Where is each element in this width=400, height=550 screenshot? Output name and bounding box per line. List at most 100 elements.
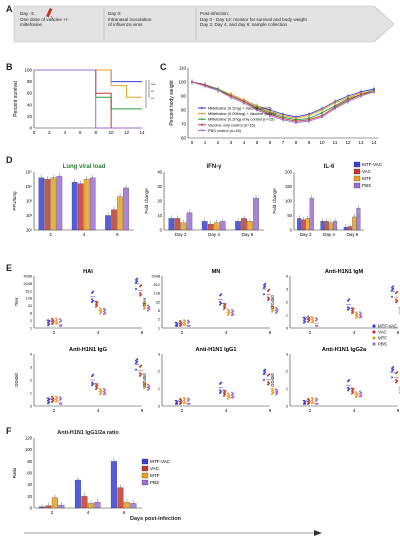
scatter-point bbox=[267, 289, 269, 292]
legend-label: Miltefosine (0.008mg) + Vaccine (n=15) bbox=[208, 111, 277, 116]
y-tick-label: 0 bbox=[160, 228, 163, 233]
scatter-point bbox=[139, 285, 141, 288]
y-tick-label: 20 bbox=[27, 494, 32, 499]
scatter-point bbox=[219, 303, 221, 306]
scatter-point bbox=[276, 392, 279, 395]
scatter-point bbox=[268, 382, 271, 385]
scatter-point bbox=[180, 399, 183, 402]
legend-marker bbox=[372, 342, 376, 346]
scatter-point bbox=[48, 320, 51, 323]
scatter-point bbox=[220, 390, 223, 393]
scatter-point bbox=[268, 288, 271, 291]
scatter-point bbox=[391, 289, 393, 292]
x-tick-label: 4 bbox=[225, 408, 228, 413]
scatter-point bbox=[263, 379, 265, 381]
survival-series-line bbox=[34, 69, 142, 110]
legend-swatch bbox=[353, 168, 361, 175]
scatter-point bbox=[351, 392, 353, 395]
y-axis-label: PFU/lung bbox=[12, 191, 17, 211]
scatter-point bbox=[315, 319, 317, 322]
scatter-point bbox=[304, 401, 307, 404]
scatter-point bbox=[139, 372, 141, 375]
d-legend: MTF-VAC VAC MTF PBS bbox=[353, 161, 383, 189]
scatter-point bbox=[180, 401, 183, 404]
scatter-point bbox=[224, 393, 227, 396]
scatter-point bbox=[315, 402, 317, 405]
scatter-point bbox=[56, 318, 59, 321]
scatter-point bbox=[48, 323, 51, 326]
scatter-point bbox=[392, 285, 395, 288]
scatter-point bbox=[263, 293, 265, 296]
bar bbox=[105, 215, 111, 231]
bar bbox=[123, 502, 130, 509]
scatter-point bbox=[275, 312, 277, 315]
bar bbox=[130, 503, 137, 509]
scatter-point bbox=[263, 286, 265, 289]
scatter-point bbox=[359, 393, 361, 396]
scatter-point bbox=[144, 386, 147, 389]
x-tick-label: 2 bbox=[53, 330, 56, 335]
scatter-point bbox=[352, 388, 355, 391]
y-tick-label: 60 bbox=[181, 136, 187, 141]
scatter-point bbox=[347, 308, 349, 311]
bar bbox=[94, 502, 101, 509]
bar bbox=[83, 179, 90, 231]
x-tick-label: 6 bbox=[123, 510, 126, 515]
scatter-point bbox=[56, 399, 59, 402]
bar bbox=[186, 212, 193, 231]
scatter-point bbox=[219, 301, 221, 303]
scatter-point bbox=[135, 359, 137, 362]
scatter-point bbox=[228, 393, 231, 396]
y-tick-label: 40 bbox=[27, 482, 32, 487]
scatter-point bbox=[103, 388, 105, 391]
scatter-point bbox=[396, 380, 399, 383]
scatter-point bbox=[176, 401, 179, 404]
scatter-point bbox=[220, 293, 223, 296]
weight-point bbox=[359, 94, 363, 98]
legend-marker bbox=[372, 330, 376, 334]
scatter-point bbox=[395, 298, 397, 301]
scatter-point bbox=[55, 398, 57, 401]
legend-swatch bbox=[353, 182, 361, 189]
scatter-point bbox=[59, 324, 61, 327]
weight-point bbox=[320, 108, 324, 112]
scatter-point bbox=[227, 397, 229, 400]
legend-label: Miltefosine (0.2mg) + Vaccine (n=15) bbox=[208, 106, 272, 111]
chart-title: IFN-γ bbox=[207, 164, 223, 170]
scatter-point bbox=[359, 313, 361, 316]
lung-viral-load-chart: Lung viral load 10¹ 10² 10³ 10⁴ 10⁵ PFU/lung 2 4… bbox=[12, 164, 134, 237]
legend-label: Miltefosine (0.2mg) only control (n=15) bbox=[208, 117, 275, 122]
y-tick-label: 50 bbox=[287, 213, 292, 218]
x-tick-label: 4 bbox=[225, 330, 228, 335]
scatter-point bbox=[175, 324, 177, 327]
scatter-point bbox=[95, 385, 97, 388]
x-tick-label: 4 bbox=[353, 408, 356, 413]
weight-point bbox=[190, 80, 194, 84]
scatter-point bbox=[355, 316, 357, 319]
y-tick-label: 30 bbox=[157, 184, 162, 189]
weight-point bbox=[203, 85, 207, 88]
scatter-point bbox=[179, 319, 181, 322]
scatter-point bbox=[395, 381, 397, 384]
scatter-point bbox=[392, 288, 395, 290]
scatter-point bbox=[92, 373, 95, 376]
y-tick-label: 20 bbox=[157, 199, 162, 204]
scatter-point bbox=[147, 304, 149, 307]
scatter-point bbox=[100, 308, 103, 311]
scatter-point bbox=[179, 397, 181, 400]
x-tick-label: 2 bbox=[217, 140, 220, 145]
y-tick-label: 128 bbox=[26, 297, 32, 301]
scatter-point bbox=[272, 306, 275, 309]
x-tick-label: 6 bbox=[397, 408, 400, 413]
panel-letter-c: C bbox=[160, 62, 167, 72]
bar bbox=[253, 197, 259, 231]
scatter-point bbox=[95, 303, 97, 306]
y-tick-label: 100 bbox=[24, 68, 32, 73]
scatter-point bbox=[219, 389, 221, 392]
y-tick-label: 2 bbox=[30, 378, 32, 382]
bar bbox=[87, 503, 94, 509]
scatter-point bbox=[92, 290, 95, 293]
y-tick-label: 1 bbox=[158, 326, 160, 330]
x-tick-label: Day 2 bbox=[175, 232, 187, 237]
weight-point bbox=[229, 96, 233, 99]
